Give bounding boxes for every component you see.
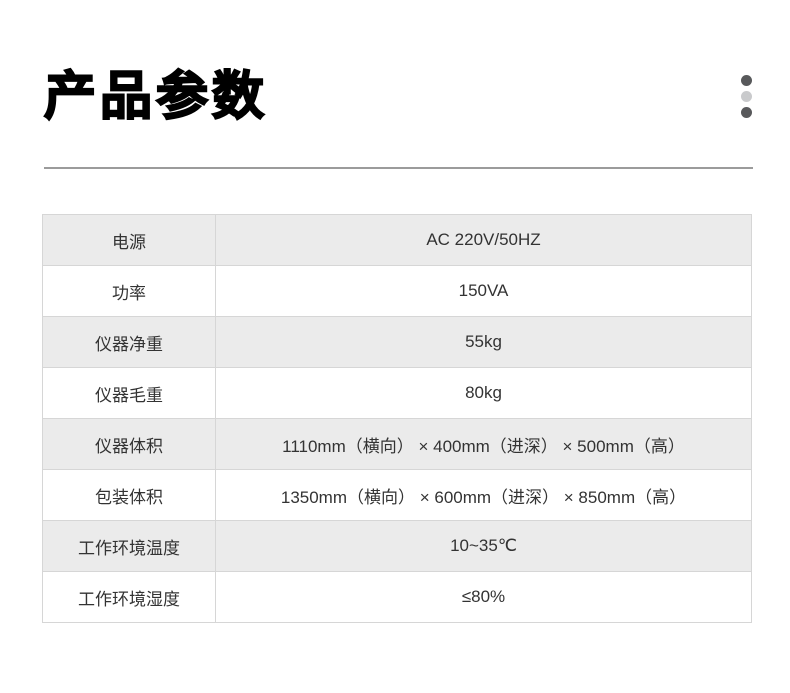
- header-divider: [44, 167, 753, 169]
- spec-value: 1110mm（横向） × 400mm（进深） × 500mm（高）: [215, 418, 752, 470]
- spec-row-power-supply: 电源 AC 220V/50HZ: [42, 214, 752, 266]
- spec-value: 1350mm（横向） × 600mm（进深） × 850mm（高）: [215, 469, 752, 521]
- spec-label: 功率: [42, 265, 216, 317]
- spec-label: 电源: [42, 214, 216, 266]
- spec-row-operating-humidity: 工作环境湿度 ≤80%: [42, 571, 752, 623]
- spec-row-instrument-size: 仪器体积 1110mm（横向） × 400mm（进深） × 500mm（高）: [42, 418, 752, 470]
- spec-value: AC 220V/50HZ: [215, 214, 752, 266]
- dot-middle: [741, 91, 752, 102]
- spec-label: 仪器毛重: [42, 367, 216, 419]
- spec-table: 电源 AC 220V/50HZ 功率 150VA 仪器净重 55kg 仪器毛重 …: [42, 214, 752, 623]
- spec-row-operating-temperature: 工作环境温度 10~35℃: [42, 520, 752, 572]
- spec-label: 仪器净重: [42, 316, 216, 368]
- spec-label: 仪器体积: [42, 418, 216, 470]
- spec-row-power: 功率 150VA: [42, 265, 752, 317]
- spec-value: ≤80%: [215, 571, 752, 623]
- dot-top: [741, 75, 752, 86]
- spec-value: 150VA: [215, 265, 752, 317]
- spec-row-net-weight: 仪器净重 55kg: [42, 316, 752, 368]
- spec-label: 工作环境湿度: [42, 571, 216, 623]
- spec-label: 工作环境温度: [42, 520, 216, 572]
- spec-row-package-size: 包装体积 1350mm（横向） × 600mm（进深） × 850mm（高）: [42, 469, 752, 521]
- spec-value: 55kg: [215, 316, 752, 368]
- vertical-dots-icon: [741, 75, 752, 123]
- spec-label: 包装体积: [42, 469, 216, 521]
- dot-bottom: [741, 107, 752, 118]
- spec-value: 80kg: [215, 367, 752, 419]
- page-title: 产品参数: [43, 67, 269, 127]
- spec-value: 10~35℃: [215, 520, 752, 572]
- spec-row-gross-weight: 仪器毛重 80kg: [42, 367, 752, 419]
